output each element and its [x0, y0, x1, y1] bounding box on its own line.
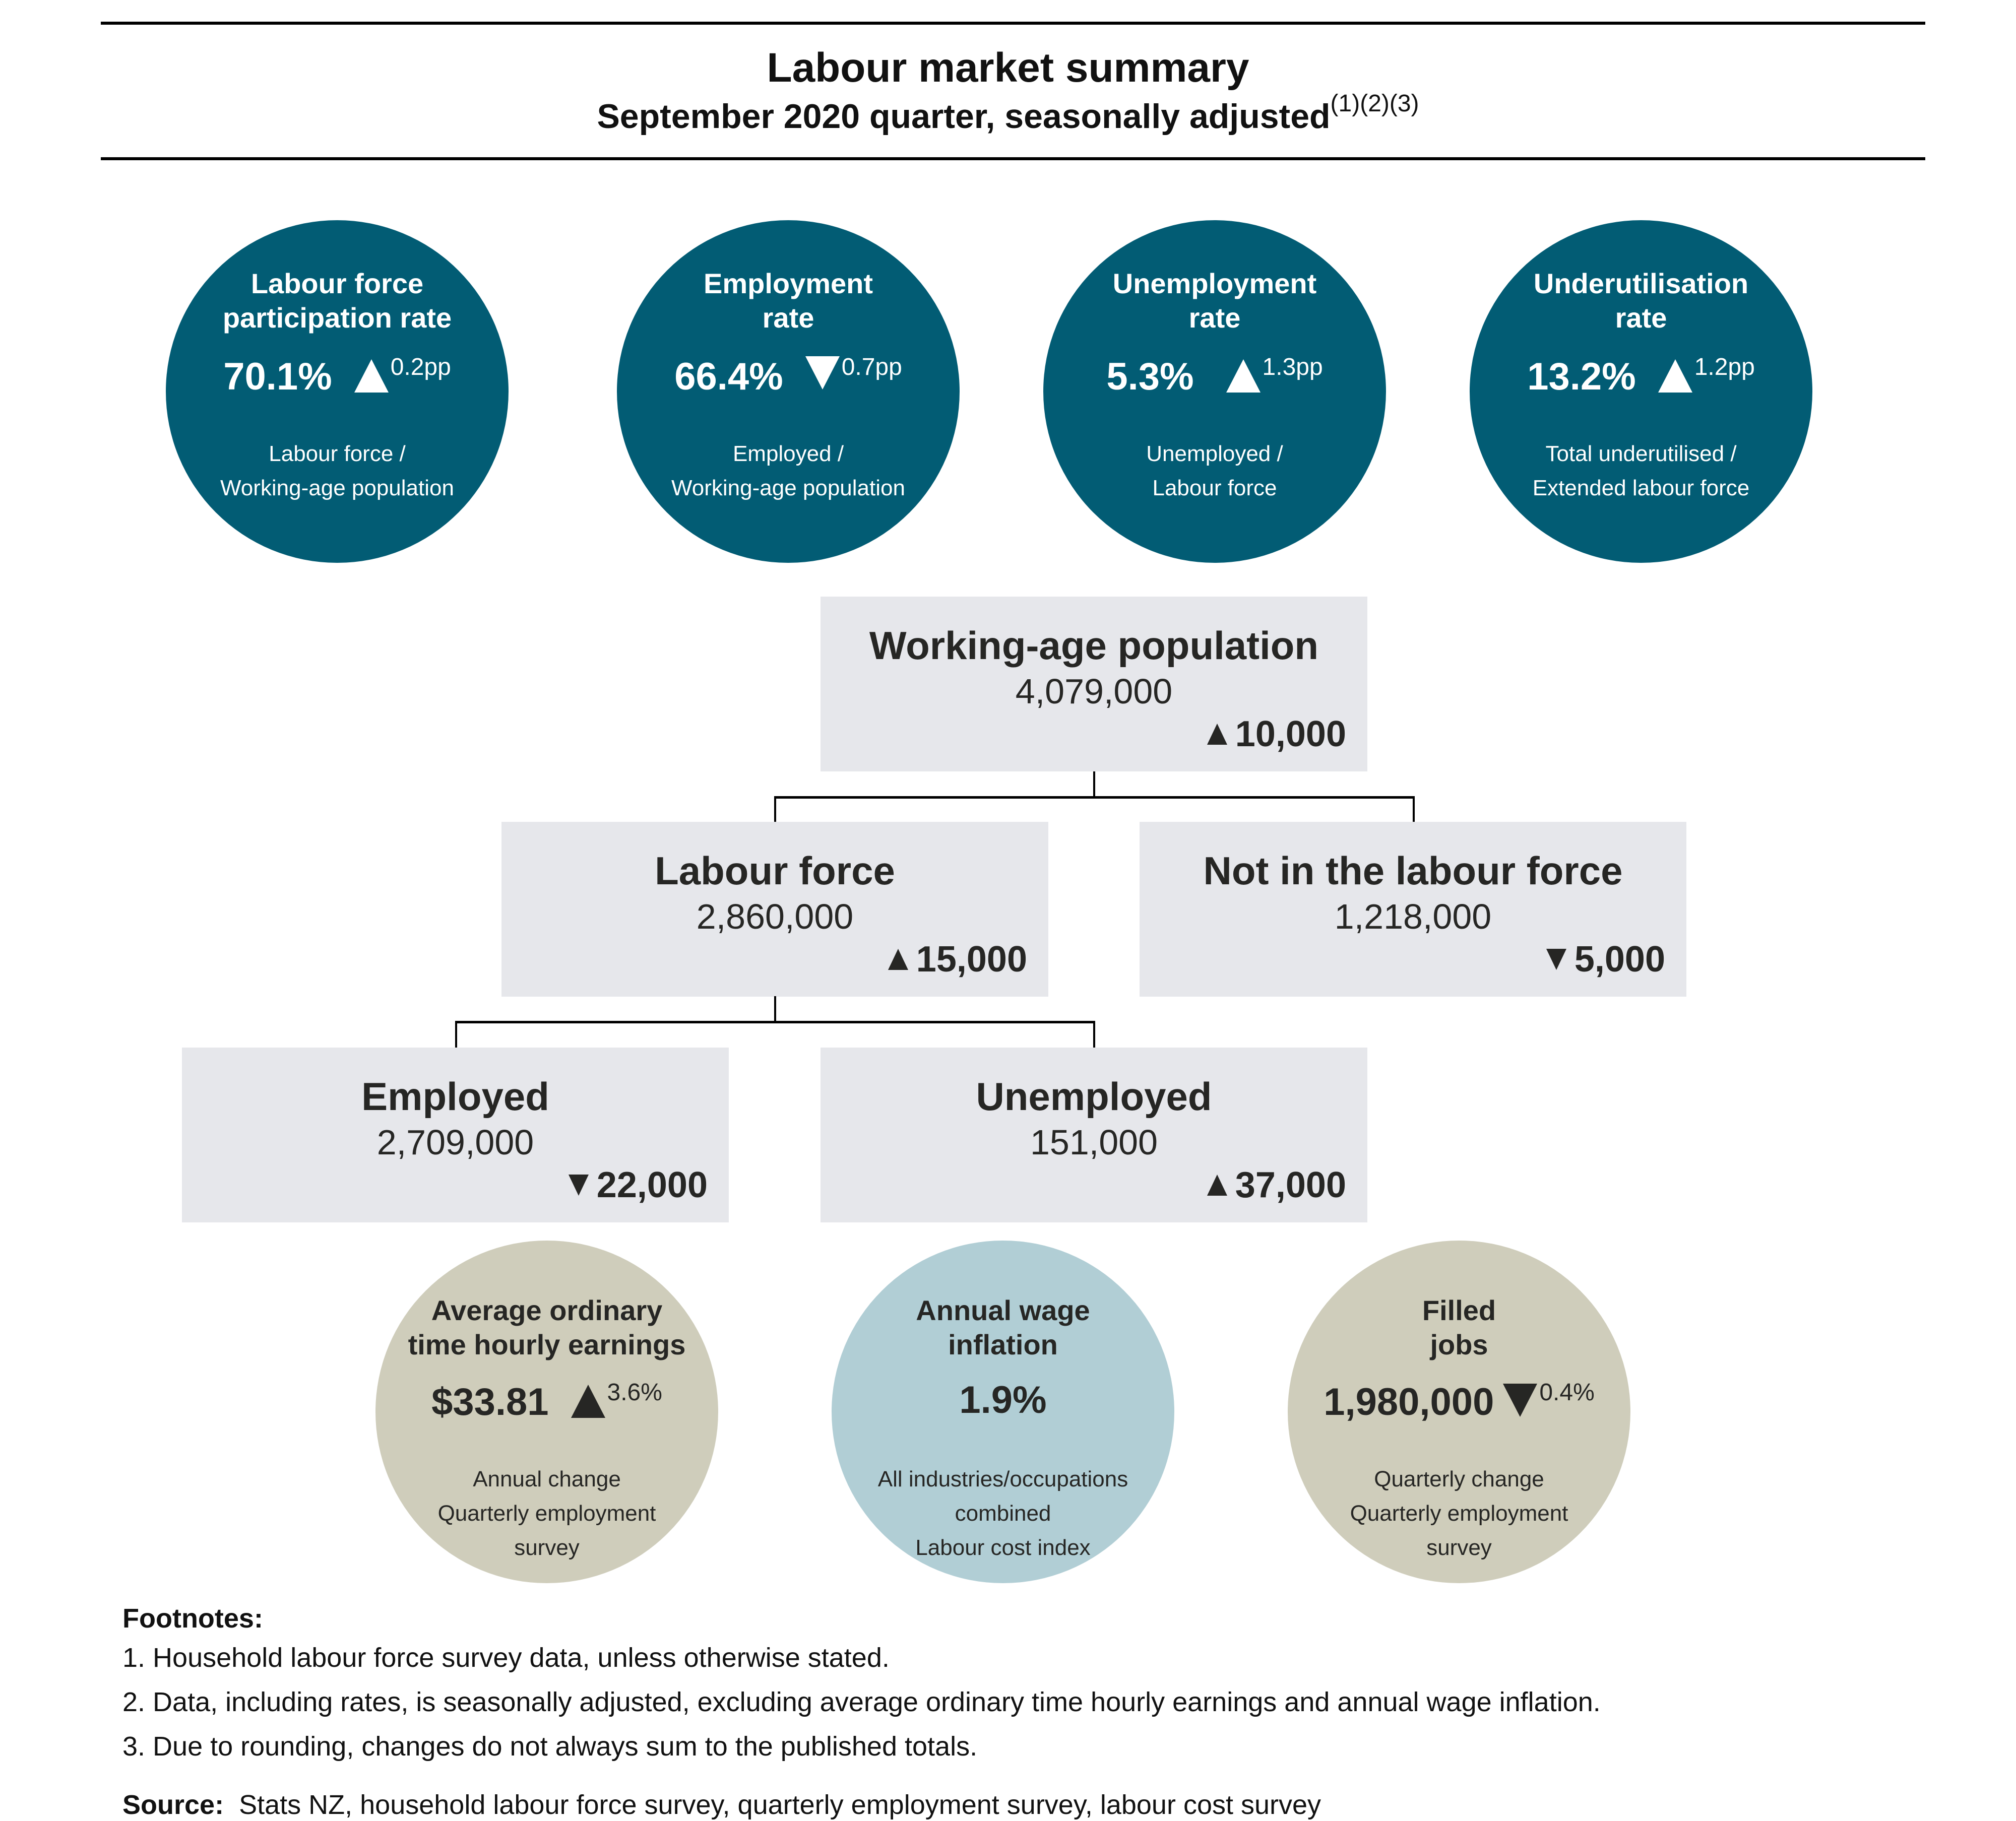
subtitle-text: September 2020 quarter, seasonally adjus…	[597, 97, 1331, 136]
triangle-down-icon	[1503, 1384, 1538, 1417]
footnote-refs: (1)(2)(3)	[1330, 90, 1419, 117]
circle-value-row: 5.3% 1.3pp	[1043, 352, 1386, 400]
circle-description: Labour force / Working-age population	[220, 441, 454, 500]
triangle-up-icon	[1207, 1175, 1227, 1196]
connector-line	[1093, 1021, 1095, 1048]
circle-annual-wage-inflation: Annual wage inflation 1.9% All industries…	[832, 1241, 1174, 1583]
source-line: Source: Stats NZ, household labour force…	[122, 1789, 1321, 1821]
triangle-up-icon	[1226, 359, 1261, 393]
circle-value-row: 70.1% 0.2pp	[166, 352, 509, 400]
circle-title: Unemployment rate	[1112, 268, 1317, 334]
connector-line	[774, 996, 776, 1022]
triangle-up-icon	[354, 359, 389, 393]
triangle-up-icon	[1658, 359, 1692, 393]
circle-participation-rate: Labour force participation rate 70.1% 0.2…	[166, 220, 509, 563]
triangle-down-icon	[1546, 949, 1566, 970]
box-title: Employed	[361, 1074, 549, 1119]
footnotes-heading: Footnotes:	[122, 1603, 263, 1634]
circle-underutilisation-rate: Underutilisation rate 13.2% 1.2pp Total u…	[1470, 220, 1812, 563]
circle-description: Quarterly change Quarterly employment surv…	[1350, 1467, 1568, 1560]
circle-change: 0.2pp	[354, 352, 451, 400]
box-value: 2,709,000	[376, 1123, 534, 1162]
triangle-up-icon	[571, 1385, 605, 1418]
top-rule	[101, 22, 1925, 25]
circle-description: Employed / Working-age population	[671, 441, 905, 500]
footnote-1: 1. Household labour force survey data, u…	[122, 1643, 890, 1673]
box-labour-force: Labour force 2,860,000 15,000	[501, 822, 1048, 997]
circle-filled-jobs: Filled jobs 1,980,000 0.4% Quarterly chan…	[1288, 1241, 1630, 1583]
box-change: 22,000	[568, 1163, 708, 1207]
box-title: Working-age population	[869, 623, 1319, 668]
header-bottom-rule	[101, 157, 1925, 160]
box-change: 10,000	[1207, 712, 1346, 756]
circle-value-row: 1,980,000 0.4%	[1288, 1378, 1630, 1425]
circle-value-row: 13.2% 1.2pp	[1470, 352, 1812, 400]
connector-line	[1093, 771, 1095, 798]
box-value: 151,000	[1030, 1123, 1158, 1162]
box-title: Labour force	[655, 849, 895, 893]
page-subtitle: September 2020 quarter, seasonally adjus…	[0, 90, 2016, 136]
circle-value-row: 66.4% 0.7pp	[617, 352, 960, 400]
source-text: Stats NZ, household labour force survey,…	[239, 1790, 1321, 1820]
circle-change: 0.7pp	[805, 352, 902, 400]
box-change: 37,000	[1207, 1163, 1346, 1207]
connector-line	[774, 796, 1415, 799]
circle-value-row: 1.9%	[832, 1378, 1174, 1423]
footnote-3: 3. Due to rounding, changes do not alway…	[122, 1731, 978, 1762]
box-change: 5,000	[1546, 938, 1665, 981]
circle-change: 1.3pp	[1226, 352, 1323, 400]
connector-line	[774, 796, 776, 822]
circle-value: 1,980,000	[1324, 1381, 1494, 1423]
circle-description: Total underutilised / Extended labour for…	[1532, 441, 1750, 500]
connector-line	[1413, 796, 1415, 822]
circle-title: Annual wage inflation	[916, 1294, 1090, 1360]
box-working-age-population: Working-age population 4,079,000 10,000	[821, 597, 1367, 771]
circle-value: 5.3%	[1106, 355, 1194, 398]
box-value: 4,079,000	[1015, 672, 1173, 711]
circle-title: Average ordinary time hourly earnings	[408, 1294, 686, 1360]
circle-value: 1.9%	[959, 1379, 1047, 1421]
footnote-2: 2. Data, including rates, is seasonally …	[122, 1687, 1601, 1717]
circle-change: 1.2pp	[1658, 352, 1755, 400]
circle-employment-rate: Employment rate 66.4% 0.7pp Employed / Wor…	[617, 220, 960, 563]
triangle-down-icon	[805, 356, 840, 389]
circle-average-hourly-earnings: Average ordinary time hourly earnings $33…	[375, 1241, 718, 1583]
circle-title: Filled jobs	[1422, 1294, 1496, 1360]
circle-title: Employment rate	[703, 268, 873, 334]
box-unemployed: Unemployed 151,000 37,000	[821, 1048, 1367, 1222]
page-title: Labour market summary	[767, 45, 1249, 91]
triangle-down-icon	[568, 1175, 589, 1196]
circle-value: $33.81	[431, 1381, 549, 1423]
box-value: 2,860,000	[696, 897, 854, 936]
box-value: 1,218,000	[1334, 897, 1492, 936]
source-label: Source:	[122, 1790, 224, 1820]
circle-value: 66.4%	[674, 355, 783, 398]
connector-line	[455, 1021, 1095, 1023]
box-change: 15,000	[888, 938, 1027, 981]
triangle-up-icon	[888, 949, 908, 970]
circle-value: 13.2%	[1527, 355, 1636, 398]
circle-value: 70.1%	[223, 355, 332, 398]
circle-description: Annual change Quarterly employment survey	[437, 1467, 656, 1560]
circle-title: Underutilisation rate	[1533, 268, 1749, 334]
box-title: Not in the labour force	[1203, 849, 1623, 893]
circle-title: Labour force participation rate	[222, 268, 452, 334]
circle-description: All industries/occupations combined Labour…	[877, 1467, 1128, 1560]
box-not-in-labour-force: Not in the labour force 1,218,000 5,000	[1140, 822, 1686, 997]
circle-change: 3.6%	[571, 1378, 662, 1425]
circle-change: 0.4%	[1503, 1378, 1595, 1425]
box-employed: Employed 2,709,000 22,000	[182, 1048, 729, 1222]
circle-description: Unemployed / Labour force	[1146, 441, 1283, 500]
circle-unemployment-rate: Unemployment rate 5.3% 1.3pp Unemployed /…	[1043, 220, 1386, 563]
box-title: Unemployed	[976, 1074, 1212, 1119]
circle-value-row: $33.81 3.6%	[375, 1378, 718, 1425]
triangle-up-icon	[1207, 724, 1227, 745]
connector-line	[455, 1021, 457, 1048]
